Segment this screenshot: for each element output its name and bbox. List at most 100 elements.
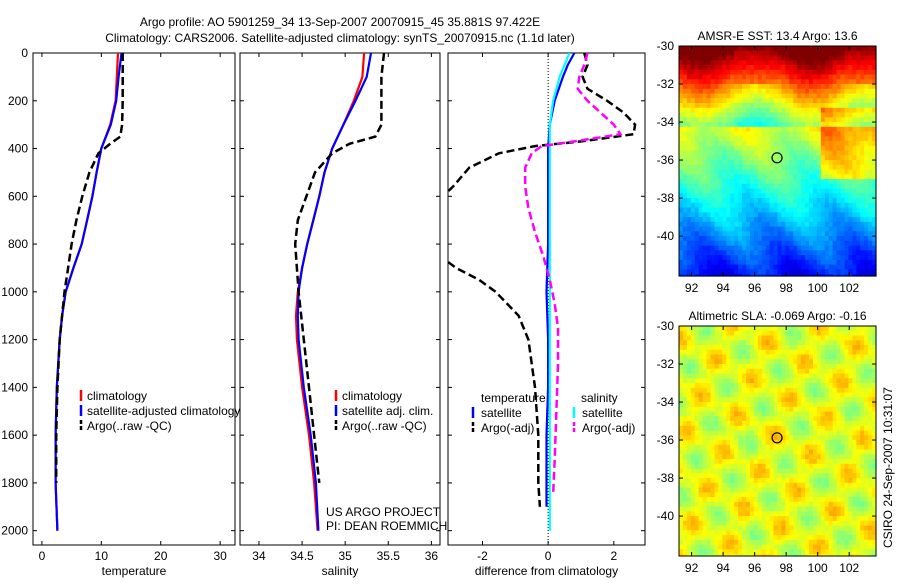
heatmap-cell bbox=[746, 84, 751, 89]
heatmap-cell bbox=[860, 136, 865, 141]
heatmap-cell bbox=[833, 108, 838, 113]
heatmap-cell bbox=[758, 516, 763, 521]
heatmap-cell bbox=[778, 46, 783, 51]
heatmap-cell bbox=[766, 89, 771, 94]
heatmap-cell bbox=[691, 431, 696, 436]
heatmap-cell bbox=[856, 378, 861, 383]
heatmap-cell bbox=[762, 469, 767, 474]
heatmap-cell bbox=[789, 526, 794, 531]
heatmap-cell bbox=[707, 212, 712, 217]
heatmap-cell bbox=[785, 435, 790, 440]
heatmap-cell bbox=[754, 340, 759, 345]
heatmap-cell bbox=[687, 236, 692, 241]
heatmap-cell bbox=[805, 79, 810, 84]
heatmap-cell bbox=[785, 507, 790, 512]
heatmap-cell bbox=[703, 269, 708, 274]
heatmap-cell bbox=[703, 483, 708, 488]
heatmap-cell bbox=[852, 374, 857, 379]
heatmap-cell bbox=[813, 208, 818, 213]
heatmap-cell bbox=[758, 46, 763, 51]
heatmap-cell bbox=[687, 79, 692, 84]
heatmap-cell bbox=[797, 65, 802, 70]
heatmap-cell bbox=[821, 435, 826, 440]
heatmap-cell bbox=[829, 241, 834, 246]
heatmap-cell bbox=[711, 545, 716, 550]
heatmap-cell bbox=[738, 378, 743, 383]
heatmap-cell bbox=[715, 497, 720, 502]
heatmap-cell bbox=[852, 246, 857, 251]
heatmap-cell bbox=[726, 450, 731, 455]
heatmap-cell bbox=[726, 440, 731, 445]
heatmap-cell bbox=[770, 469, 775, 474]
heatmap-cell bbox=[750, 113, 755, 118]
heatmap-cell bbox=[789, 359, 794, 364]
heatmap-cell bbox=[766, 364, 771, 369]
heatmap-cell bbox=[833, 141, 838, 146]
heatmap-cell bbox=[848, 227, 853, 232]
heatmap-cell bbox=[718, 231, 723, 236]
heatmap-cell bbox=[821, 521, 826, 526]
heatmap-cell bbox=[774, 488, 779, 493]
heatmap-cell bbox=[845, 478, 850, 483]
heatmap-cell bbox=[825, 359, 830, 364]
heatmap-cell bbox=[770, 535, 775, 540]
heatmap-cell bbox=[833, 407, 838, 412]
heatmap-cell bbox=[683, 255, 688, 260]
heatmap-cell bbox=[848, 117, 853, 122]
heatmap-cell bbox=[781, 146, 786, 151]
heatmap-cell bbox=[770, 421, 775, 426]
heatmap-cell bbox=[679, 170, 684, 175]
heatmap-cell bbox=[848, 355, 853, 360]
heatmap-cell bbox=[864, 469, 869, 474]
heatmap-cell bbox=[695, 530, 700, 535]
heatmap-cell bbox=[793, 511, 798, 516]
heatmap-cell bbox=[801, 359, 806, 364]
heatmap-cell bbox=[679, 388, 684, 393]
heatmap-cell bbox=[742, 75, 747, 80]
heatmap-cell bbox=[687, 421, 692, 426]
heatmap-cell bbox=[817, 208, 822, 213]
heatmap-cell bbox=[762, 75, 767, 80]
heatmap-cell bbox=[848, 193, 853, 198]
heatmap-cell bbox=[699, 79, 704, 84]
heatmap-cell bbox=[785, 241, 790, 246]
heatmap-cell bbox=[730, 535, 735, 540]
heatmap-cell bbox=[703, 440, 708, 445]
heatmap-cell bbox=[758, 526, 763, 531]
heatmap-cell bbox=[817, 459, 822, 464]
heatmap-cell bbox=[789, 511, 794, 516]
heatmap-cell bbox=[770, 165, 775, 170]
heatmap-cell bbox=[691, 184, 696, 189]
heatmap-cell bbox=[679, 530, 684, 535]
heatmap-cell bbox=[699, 155, 704, 160]
heatmap-cell bbox=[825, 155, 830, 160]
heatmap-cell bbox=[841, 174, 846, 179]
heatmap-cell bbox=[809, 350, 814, 355]
heatmap-cell bbox=[833, 212, 838, 217]
heatmap-cell bbox=[813, 203, 818, 208]
heatmap-cell bbox=[845, 454, 850, 459]
heatmap-cell bbox=[683, 60, 688, 65]
heatmap-cell bbox=[841, 184, 846, 189]
heatmap-cell bbox=[738, 393, 743, 398]
heatmap-cell bbox=[707, 170, 712, 175]
heatmap-cell bbox=[785, 236, 790, 241]
heatmap-cell bbox=[715, 146, 720, 151]
heatmap-cell bbox=[711, 478, 716, 483]
heatmap-cell bbox=[781, 340, 786, 345]
heatmap-cell bbox=[679, 160, 684, 165]
heatmap-cell bbox=[805, 464, 810, 469]
heatmap-cell bbox=[754, 79, 759, 84]
heatmap-cell bbox=[746, 331, 751, 336]
heatmap-cell bbox=[687, 540, 692, 545]
heatmap-cell bbox=[774, 222, 779, 227]
heatmap-cell bbox=[781, 378, 786, 383]
heatmap-cell bbox=[715, 492, 720, 497]
heatmap-cell bbox=[726, 84, 731, 89]
heatmap-cell bbox=[860, 203, 865, 208]
heatmap-cell bbox=[856, 75, 861, 80]
heatmap-cell bbox=[758, 113, 763, 118]
heatmap-cell bbox=[848, 198, 853, 203]
heatmap-cell bbox=[848, 155, 853, 160]
heatmap-cell bbox=[703, 146, 708, 151]
